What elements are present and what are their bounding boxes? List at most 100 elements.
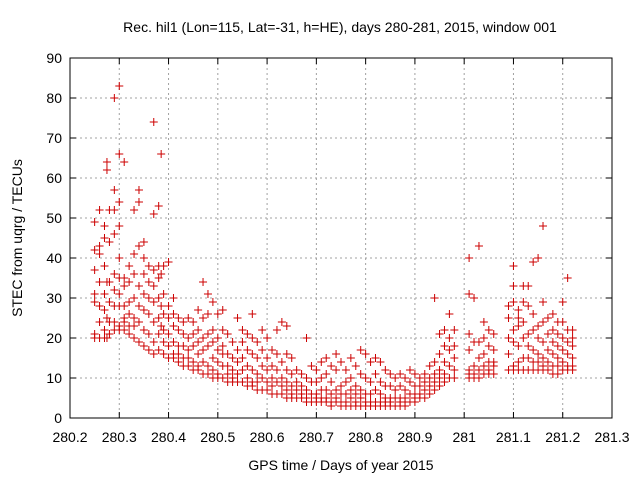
data-point (149, 350, 158, 358)
data-point (568, 334, 577, 342)
data-point (509, 338, 518, 346)
data-point (534, 350, 543, 358)
data-point (144, 262, 153, 270)
data-point (361, 374, 370, 382)
data-point (558, 346, 567, 354)
data-point (489, 346, 498, 354)
data-point (258, 326, 267, 334)
data-point (268, 362, 277, 370)
data-point (105, 238, 114, 246)
data-point (134, 242, 143, 250)
data-point (514, 314, 523, 322)
data-point (548, 338, 557, 346)
data-point (157, 270, 166, 278)
data-point (134, 302, 143, 310)
data-point (430, 370, 439, 378)
data-point (238, 354, 247, 362)
data-point (174, 350, 183, 358)
data-point (149, 318, 158, 326)
data-point (381, 366, 390, 374)
data-point (263, 366, 272, 374)
data-point (164, 302, 173, 310)
data-point (159, 310, 168, 318)
data-point (213, 358, 222, 366)
x-tick-label: 280.5 (200, 429, 235, 445)
data-point (302, 374, 311, 382)
data-point (405, 378, 414, 386)
data-point (539, 298, 548, 306)
data-point (450, 354, 459, 362)
data-point (489, 330, 498, 338)
data-point (366, 358, 375, 366)
data-point (194, 366, 203, 374)
data-point (125, 330, 134, 338)
data-point (125, 262, 134, 270)
data-point (420, 378, 429, 386)
data-point (514, 306, 523, 314)
data-point (415, 374, 424, 382)
data-point (543, 366, 552, 374)
data-point (509, 282, 518, 290)
data-point (95, 250, 104, 258)
data-point (174, 314, 183, 322)
data-point (272, 350, 281, 358)
data-point (213, 310, 222, 318)
data-point (543, 314, 552, 322)
data-point (248, 366, 257, 374)
data-point (401, 374, 410, 382)
data-point (322, 370, 331, 378)
data-point (277, 390, 286, 398)
data-point (105, 330, 114, 338)
data-point (243, 374, 252, 382)
data-point (154, 202, 163, 210)
data-point (90, 218, 99, 226)
data-point (248, 334, 257, 342)
data-point (509, 326, 518, 334)
data-point (248, 310, 257, 318)
data-point (203, 362, 212, 370)
data-point (539, 354, 548, 362)
data-point (243, 346, 252, 354)
data-point (228, 354, 237, 362)
data-point (105, 298, 114, 306)
data-point (391, 386, 400, 394)
data-point (479, 318, 488, 326)
data-point (420, 370, 429, 378)
data-point (341, 366, 350, 374)
data-point (563, 274, 572, 282)
data-point (479, 350, 488, 358)
data-point (248, 382, 257, 390)
data-point (519, 298, 528, 306)
x-tick-label: 281.2 (545, 429, 580, 445)
data-point (90, 298, 99, 306)
data-point (90, 246, 99, 254)
y-tick-label: 0 (54, 410, 62, 426)
data-point (539, 318, 548, 326)
data-point (149, 266, 158, 274)
data-point (100, 262, 109, 270)
data-point (548, 310, 557, 318)
x-tick-label: 280.8 (348, 429, 383, 445)
data-point (346, 354, 355, 362)
data-point (568, 354, 577, 362)
data-point (228, 366, 237, 374)
data-point (130, 294, 139, 302)
data-point (125, 310, 134, 318)
data-point (563, 350, 572, 358)
data-point (139, 290, 148, 298)
data-point (95, 278, 104, 286)
data-point (337, 382, 345, 390)
data-point (386, 382, 395, 390)
data-point (134, 338, 143, 346)
data-point (524, 302, 533, 310)
data-point (302, 334, 311, 342)
data-point (287, 382, 296, 390)
data-point (184, 346, 193, 354)
data-point (203, 290, 212, 298)
data-point (504, 314, 513, 322)
data-point (130, 206, 139, 214)
data-point (425, 382, 434, 390)
data-point (144, 346, 153, 354)
data-point (157, 302, 166, 310)
data-point (297, 382, 306, 390)
